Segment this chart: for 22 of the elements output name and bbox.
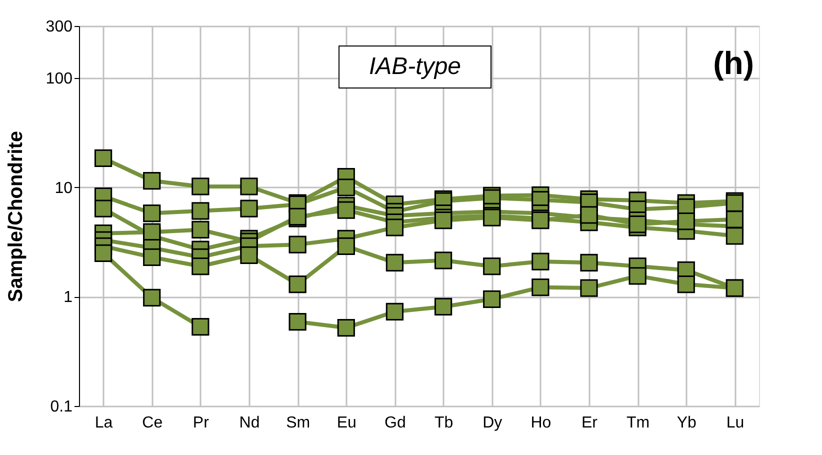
y-tick-label: 0.1 (50, 398, 73, 416)
x-tick-label: Eu (336, 414, 356, 432)
annotation: IAB-type (368, 53, 462, 80)
annotation: (h) (713, 45, 754, 81)
x-tick-label: La (94, 414, 113, 432)
x-tick-label: Gd (384, 414, 406, 432)
x-tick-label: Dy (482, 414, 502, 432)
y-tick-label: 100 (46, 70, 73, 88)
x-tick-label: Ho (530, 414, 552, 432)
x-tick-label: Ce (142, 414, 163, 432)
x-tick-label: Nd (239, 414, 260, 432)
x-tick-label: Sm (286, 414, 310, 432)
x-tick-label: Lu (726, 414, 744, 432)
x-tick-label: Yb (676, 414, 697, 432)
x-tick-label: Er (582, 414, 598, 432)
y-tick-label: 300 (46, 18, 73, 36)
x-tick-label: Pr (192, 414, 210, 432)
y-tick-label: 1 (64, 289, 73, 306)
y-axis-title: Sample/Chondrite (4, 130, 27, 302)
x-tick-label: Tm (626, 414, 650, 432)
x-tick-label: Tb (434, 414, 454, 432)
y-tick-label: 10 (54, 180, 73, 197)
